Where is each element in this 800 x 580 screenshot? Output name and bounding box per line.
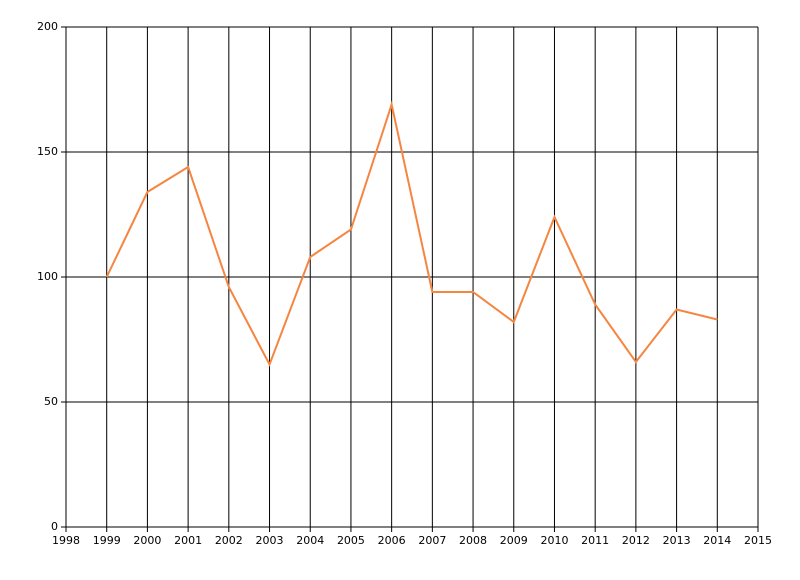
- x-tick-label: 2008: [459, 534, 487, 547]
- x-tick-label: 2014: [703, 534, 731, 547]
- x-tick-label: 1999: [93, 534, 121, 547]
- x-tick-label: 2013: [663, 534, 691, 547]
- y-tick-label: 150: [37, 145, 58, 158]
- y-tick-label: 0: [51, 520, 58, 533]
- x-tick-label: 2002: [215, 534, 243, 547]
- x-tick-label: 2012: [622, 534, 650, 547]
- x-tick-label: 2009: [500, 534, 528, 547]
- x-tick-label: 2001: [174, 534, 202, 547]
- x-tick-label: 2004: [296, 534, 324, 547]
- y-tick-label: 50: [44, 395, 58, 408]
- y-tick-label: 200: [37, 20, 58, 33]
- line: [105, 100, 718, 367]
- x-tick-label: 2007: [418, 534, 446, 547]
- x-tick-label: 2005: [337, 534, 365, 547]
- x-tick-label: 2006: [378, 534, 406, 547]
- x-tick-label: 2011: [581, 534, 609, 547]
- x-tick-label: 2000: [133, 534, 161, 547]
- x-tick-label: 1998: [52, 534, 80, 547]
- y-tick-label: 100: [37, 270, 58, 283]
- x-tick-label: 2003: [256, 534, 284, 547]
- x-tick-label: 2010: [540, 534, 568, 547]
- x-tick-label: 2015: [744, 534, 772, 547]
